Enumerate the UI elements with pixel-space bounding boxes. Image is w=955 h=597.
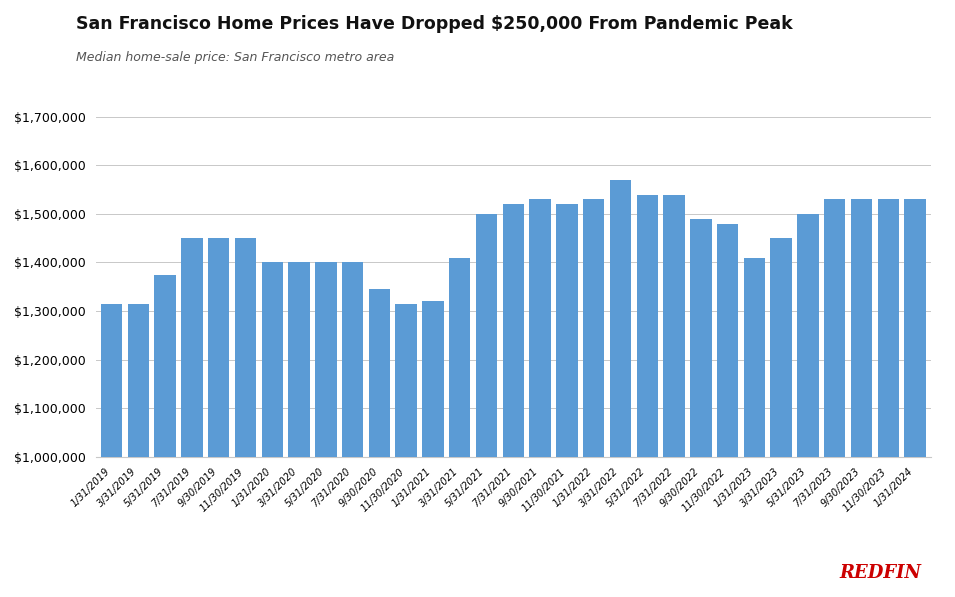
Bar <box>797 214 818 597</box>
Bar <box>904 199 925 597</box>
Bar <box>315 263 336 597</box>
Bar <box>476 214 498 597</box>
Bar <box>824 199 845 597</box>
Text: REDFIN: REDFIN <box>839 564 922 582</box>
Text: Median home-sale price: San Francisco metro area: Median home-sale price: San Francisco me… <box>76 51 394 64</box>
Bar <box>288 263 309 597</box>
Bar <box>342 263 363 597</box>
Bar <box>181 238 202 597</box>
Bar <box>449 258 471 597</box>
Text: San Francisco Home Prices Have Dropped $250,000 From Pandemic Peak: San Francisco Home Prices Have Dropped $… <box>76 15 793 33</box>
Bar <box>878 199 899 597</box>
Bar <box>369 289 390 597</box>
Bar <box>851 199 872 597</box>
Bar <box>155 275 176 597</box>
Bar <box>690 219 711 597</box>
Bar <box>395 304 417 597</box>
Bar <box>744 258 765 597</box>
Bar <box>262 263 283 597</box>
Bar <box>235 238 256 597</box>
Bar <box>422 301 444 597</box>
Bar <box>771 238 792 597</box>
Bar <box>128 304 149 597</box>
Bar <box>208 238 229 597</box>
Bar <box>583 199 605 597</box>
Bar <box>529 199 551 597</box>
Bar <box>637 195 658 597</box>
Bar <box>609 180 631 597</box>
Bar <box>502 204 524 597</box>
Bar <box>556 204 578 597</box>
Bar <box>101 304 122 597</box>
Bar <box>664 195 685 597</box>
Bar <box>717 224 738 597</box>
